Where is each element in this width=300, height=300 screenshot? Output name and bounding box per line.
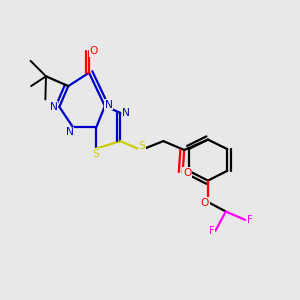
Text: N: N [105, 100, 112, 110]
Text: F: F [247, 215, 252, 225]
Text: O: O [89, 46, 98, 56]
Text: N: N [50, 102, 58, 112]
Text: S: S [138, 141, 145, 152]
Text: N: N [66, 127, 74, 137]
Text: F: F [209, 226, 215, 236]
Text: O: O [183, 168, 191, 178]
Text: O: O [201, 198, 209, 208]
Text: S: S [92, 149, 99, 159]
Text: N: N [122, 108, 130, 118]
